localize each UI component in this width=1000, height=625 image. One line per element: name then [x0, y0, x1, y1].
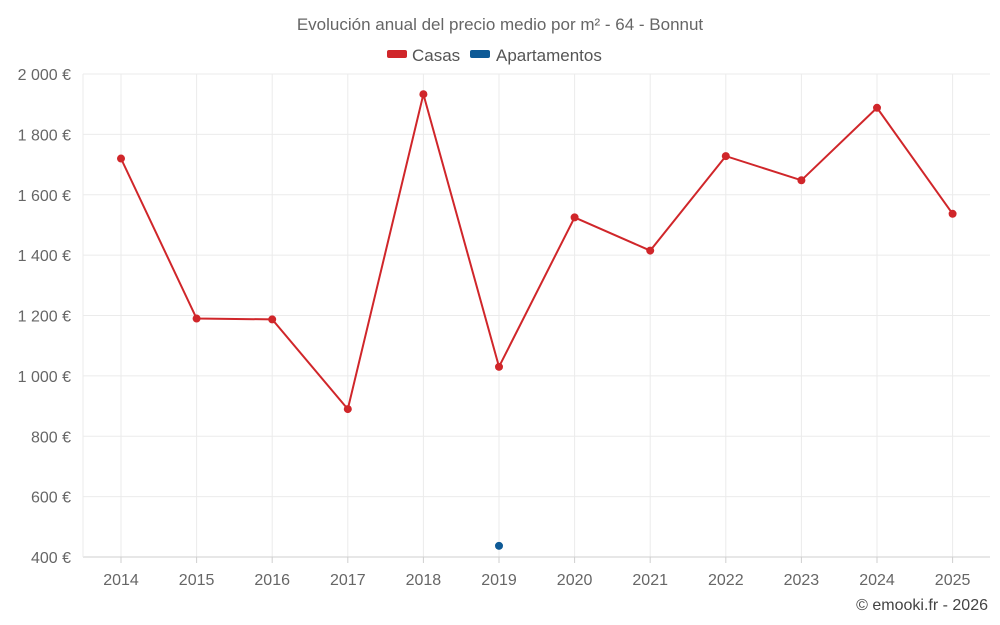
- x-tick-label: 2019: [481, 572, 517, 589]
- axes: [82, 74, 990, 563]
- y-tick-label: 1 800 €: [18, 127, 71, 144]
- y-tick-label: 800 €: [31, 429, 71, 446]
- y-tick-label: 1 400 €: [18, 248, 71, 265]
- data-point-casas-2014[interactable]: [117, 154, 125, 163]
- y-tick-label: 600 €: [31, 490, 71, 507]
- x-tick-label: 2020: [557, 572, 593, 589]
- legend: Casas Apartamentos: [387, 46, 602, 65]
- y-tick-label: 1 000 €: [18, 369, 71, 386]
- legend-item-casas[interactable]: Casas: [387, 46, 460, 65]
- x-tick-label: 2021: [632, 572, 668, 589]
- legend-swatch-apartamentos: [470, 50, 490, 58]
- x-axis-tick-labels: 2014 2015 2016 2017 2018 2019 2020 2021 2022 2023…: [103, 572, 970, 589]
- data-point-casas-2018[interactable]: [419, 90, 428, 99]
- legend-swatch-casas: [387, 50, 407, 58]
- y-axis-tick-labels: 400 € 600 € 800 € 1 000 € 1 200 € 1 400 € 1 60…: [18, 67, 71, 567]
- credit-text: © emooki.fr - 2026: [856, 597, 988, 614]
- series-line-casas: [120, 90, 954, 412]
- legend-item-apartamentos[interactable]: Apartamentos: [470, 46, 602, 65]
- data-point-casas-2020[interactable]: [570, 213, 579, 222]
- grid-lines: [83, 73, 990, 557]
- data-point-casas-2025[interactable]: [948, 209, 957, 218]
- y-tick-label: 2 000 €: [18, 67, 71, 84]
- data-point-casas-2024[interactable]: [873, 103, 881, 112]
- legend-label-apartamentos: Apartamentos: [496, 46, 602, 65]
- series: [117, 90, 957, 550]
- y-tick-label: 400 €: [31, 550, 71, 567]
- data-point-casas-2017[interactable]: [343, 405, 352, 414]
- data-point-apartamentos-2019[interactable]: [495, 541, 503, 550]
- data-point-casas-2016[interactable]: [268, 315, 277, 324]
- x-tick-label: 2017: [330, 572, 366, 589]
- x-tick-label: 2016: [254, 572, 290, 589]
- chart-title: Evolución anual del precio medio por m² …: [297, 15, 704, 34]
- data-point-casas-2023[interactable]: [797, 176, 806, 185]
- x-tick-label: 2025: [935, 572, 971, 589]
- legend-label-casas: Casas: [412, 46, 460, 65]
- x-tick-label: 2023: [784, 572, 820, 589]
- series-casas: [117, 90, 957, 414]
- data-point-casas-2022[interactable]: [721, 152, 730, 161]
- y-tick-label: 1 600 €: [18, 188, 71, 205]
- y-tick-label: 1 200 €: [18, 309, 71, 326]
- x-tick-label: 2015: [179, 572, 215, 589]
- data-point-casas-2021[interactable]: [646, 246, 655, 255]
- x-tick-label: 2014: [103, 572, 139, 589]
- data-point-casas-2015[interactable]: [192, 314, 201, 323]
- data-point-casas-2019[interactable]: [495, 362, 503, 371]
- x-tick-label: 2022: [708, 572, 744, 589]
- x-tick-label: 2018: [406, 572, 442, 589]
- x-tick-label: 2024: [859, 572, 895, 589]
- series-apartamentos: [495, 541, 503, 550]
